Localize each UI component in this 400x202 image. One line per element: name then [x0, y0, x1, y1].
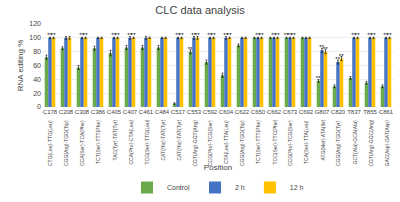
svg-text:**: ** — [371, 32, 376, 38]
svg-text:**: ** — [227, 32, 232, 38]
svg-text:**: ** — [339, 53, 344, 59]
svg-text:2 h: 2 h — [235, 184, 245, 191]
svg-text:C861: C861 — [379, 109, 394, 115]
svg-text:CGG(Arg)-TGG(Trp): CGG(Arg)-TGG(Trp) — [239, 120, 245, 166]
svg-text:40: 40 — [33, 76, 41, 83]
svg-text:**: ** — [335, 56, 340, 62]
svg-text:GCT(Ala)-GCA(Ala): GCT(Ala)-GCA(Ala) — [352, 120, 358, 165]
svg-text:GAC(Asp)-GAT(Asp): GAC(Asp)-GAT(Asp) — [384, 120, 390, 167]
svg-text:C517: C517 — [171, 109, 186, 115]
svg-text:**: ** — [131, 32, 136, 38]
svg-text:**: ** — [211, 32, 216, 38]
svg-text:T837: T837 — [347, 109, 361, 115]
svg-text:C386: C386 — [91, 109, 106, 115]
svg-text:**: ** — [51, 32, 56, 38]
svg-text:**: ** — [111, 32, 116, 38]
svg-text:**: ** — [291, 32, 296, 38]
svg-text:C604: C604 — [219, 109, 234, 115]
svg-text:CTG(Leu)-TTG(Leu): CTG(Leu)-TTG(Leu) — [47, 120, 53, 166]
svg-text:**: ** — [387, 32, 392, 38]
svg-text:**: ** — [115, 32, 120, 38]
svg-text:CCG(Pro)-TCG(Ser): CCG(Pro)-TCG(Ser) — [207, 120, 213, 166]
svg-text:C208: C208 — [59, 109, 74, 115]
svg-text:Position: Position — [204, 163, 232, 172]
svg-text:**: ** — [207, 32, 212, 38]
svg-text:RNA editing %: RNA editing % — [16, 40, 25, 92]
svg-text:TCT(Ser)-TTT(Phe): TCT(Ser)-TTT(Phe) — [95, 120, 101, 164]
svg-text:CTA(Leu)-TTA(Leu): CTA(Leu)-TTA(Leu) — [223, 120, 229, 164]
svg-text:100: 100 — [29, 34, 41, 41]
svg-text:12 h: 12 h — [290, 184, 304, 191]
svg-text:TCC(Ser)-TTC(Phe): TCC(Ser)-TTC(Phe) — [272, 119, 278, 164]
svg-text:120: 120 — [29, 20, 41, 27]
svg-text:C461: C461 — [139, 109, 154, 115]
svg-text:CLC data analysis: CLC data analysis — [155, 4, 245, 16]
svg-text:CGG(Arg)-TGG(Tyr): CGG(Arg)-TGG(Tyr) — [335, 120, 341, 166]
svg-text:CCG(Pro)-TCG(Ser): CCG(Pro)-TCG(Ser) — [287, 120, 293, 166]
svg-text:**: ** — [275, 32, 280, 38]
svg-text:**: ** — [255, 32, 260, 38]
svg-text:CAT(His)-TAT(Tyr): CAT(His)-TAT(Tyr) — [176, 119, 182, 160]
svg-text:CAT(His)-TAT(Tyr): CAT(His)-TAT(Tyr) — [160, 119, 166, 160]
svg-text:C407: C407 — [123, 109, 138, 115]
svg-text:60: 60 — [33, 62, 41, 69]
svg-text:C592: C592 — [203, 109, 218, 115]
svg-text:**: ** — [179, 32, 184, 38]
svg-text:TAC(Tyr)-TAT(Tyr): TAC(Tyr)-TAT(Tyr) — [112, 120, 118, 161]
svg-text:CCA(Pro)-CTA(Leu): CCA(Pro)-CTA(Leu) — [128, 120, 134, 165]
svg-text:**: ** — [284, 32, 289, 38]
svg-text:C650: C650 — [251, 109, 266, 115]
svg-text:CCA(Ser)-TCA(Phe): CCA(Ser)-TCA(Phe) — [79, 120, 85, 166]
svg-text:C673: C673 — [283, 109, 298, 115]
svg-text:**: ** — [319, 44, 324, 50]
svg-text:T855: T855 — [363, 109, 377, 115]
svg-text:C553: C553 — [187, 109, 202, 115]
svg-text:**: ** — [83, 32, 88, 38]
svg-text:**: ** — [223, 32, 228, 38]
svg-text:**: ** — [367, 32, 372, 38]
svg-text:C178: C178 — [43, 109, 58, 115]
svg-text:**: ** — [191, 32, 196, 38]
svg-text:C692: C692 — [299, 109, 314, 115]
svg-text:**: ** — [188, 46, 193, 52]
svg-text:**: ** — [383, 32, 388, 38]
svg-text:**: ** — [351, 32, 356, 38]
svg-text:CGG(Arg)-TGG(Trp): CGG(Arg)-TGG(Trp) — [63, 120, 69, 166]
svg-text:TCT(Ser)-TTT(Phe): TCT(Ser)-TTT(Phe) — [255, 120, 261, 164]
svg-text:C662: C662 — [267, 109, 282, 115]
svg-text:**: ** — [127, 32, 132, 38]
svg-text:**: ** — [316, 75, 321, 81]
svg-text:0: 0 — [37, 103, 41, 110]
svg-text:**: ** — [195, 32, 200, 38]
svg-text:C622: C622 — [235, 109, 250, 115]
svg-text:**: ** — [271, 32, 276, 38]
svg-text:**: ** — [47, 32, 52, 38]
svg-text:**: ** — [323, 46, 328, 52]
svg-text:**: ** — [259, 32, 264, 38]
svg-text:**: ** — [287, 32, 292, 38]
svg-text:**: ** — [175, 32, 180, 38]
svg-text:C308: C308 — [75, 109, 90, 115]
svg-text:C405: C405 — [107, 109, 122, 115]
svg-text:80: 80 — [33, 48, 41, 55]
svg-text:G807: G807 — [315, 109, 330, 115]
svg-text:CGT(Arg)-GGT(Ang): CGT(Arg)-GGT(Ang) — [192, 120, 198, 167]
svg-text:20: 20 — [33, 90, 41, 97]
svg-text:C484: C484 — [155, 109, 170, 115]
svg-text:Control: Control — [167, 184, 190, 191]
svg-text:TCA(Ser)-TTA(Leu): TCA(Ser)-TTA(Leu) — [303, 120, 309, 164]
svg-text:ATG(Met)-ATA(Ile): ATG(Met)-ATA(Ile) — [320, 119, 326, 160]
svg-text:TCG(Ser)-TTG(Leu): TCG(Ser)-TTG(Leu) — [144, 119, 150, 164]
svg-text:**: ** — [79, 32, 84, 38]
svg-text:**: ** — [355, 32, 360, 38]
svg-text:C820: C820 — [331, 109, 346, 115]
svg-text:CGT(Arg)-GGC(Ang): CGT(Arg)-GGC(Ang) — [368, 119, 374, 166]
